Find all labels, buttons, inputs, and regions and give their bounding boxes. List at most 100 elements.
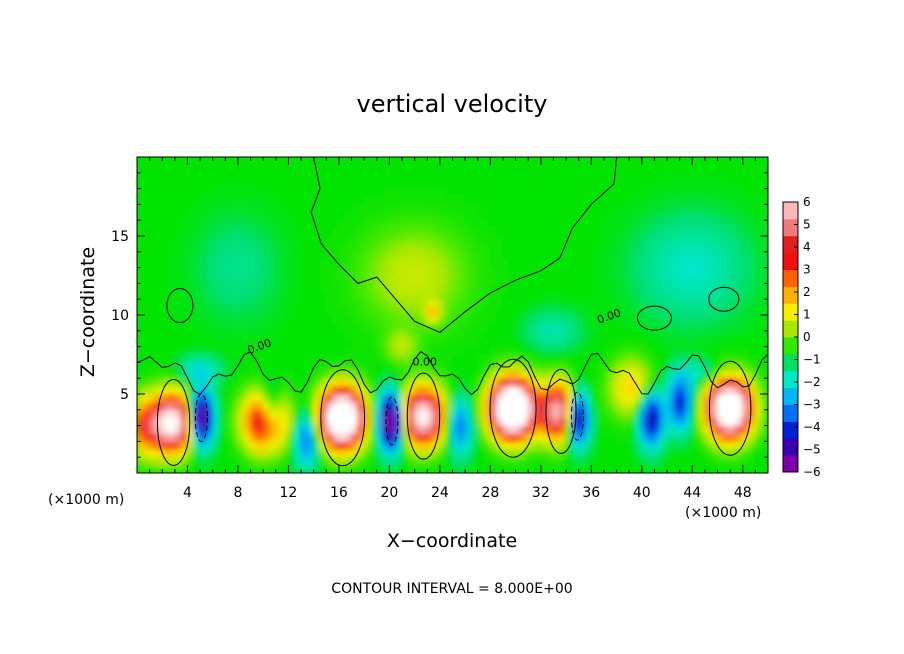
field-cell	[559, 322, 567, 332]
field-cell	[584, 377, 592, 387]
field-cell	[609, 219, 618, 229]
field-cell	[742, 243, 750, 253]
field-cell	[477, 164, 485, 174]
field-cell	[313, 298, 321, 308]
field-cell	[439, 306, 447, 316]
field-cell	[508, 354, 517, 363]
field-cell	[313, 346, 321, 355]
field-cell	[685, 306, 693, 316]
field-cell	[502, 440, 510, 450]
field-cell	[369, 251, 378, 261]
field-cell	[527, 448, 536, 458]
field-cell	[212, 219, 220, 229]
field-cell	[319, 282, 327, 292]
field-cell	[344, 338, 353, 348]
field-cell	[679, 306, 687, 316]
field-cell	[137, 196, 144, 205]
field-cell	[351, 448, 359, 458]
field-cell	[149, 464, 157, 473]
field-cell	[161, 235, 170, 245]
field-cell	[180, 172, 188, 182]
field-cell	[388, 203, 397, 213]
field-cell	[691, 401, 700, 411]
field-cell	[294, 354, 302, 363]
field-cell	[161, 433, 170, 442]
field-cell	[616, 338, 624, 348]
field-cell	[338, 448, 346, 458]
field-cell	[609, 275, 618, 284]
field-cell	[433, 157, 441, 166]
field-cell	[679, 401, 687, 411]
field-cell	[710, 243, 719, 253]
field-cell	[287, 456, 296, 466]
field-cell	[395, 180, 403, 190]
field-cell	[269, 282, 277, 292]
field-cell	[546, 235, 554, 245]
field-cell	[306, 235, 315, 245]
field-cell	[729, 211, 737, 221]
colorbar-segment	[783, 404, 798, 422]
field-cell	[571, 227, 580, 237]
field-cell	[647, 417, 655, 427]
field-cell	[262, 448, 271, 458]
field-cell	[672, 298, 681, 308]
field-cell	[369, 298, 378, 308]
field-cell	[306, 282, 315, 292]
field-cell	[622, 306, 630, 316]
field-cell	[401, 227, 409, 237]
field-cell	[426, 251, 435, 261]
field-cell	[161, 393, 170, 403]
field-cell	[376, 275, 384, 284]
field-cell	[161, 314, 170, 324]
field-cell	[742, 164, 750, 174]
field-cell	[552, 172, 561, 182]
field-cell	[369, 385, 378, 395]
field-cell	[186, 219, 195, 229]
field-cell	[647, 203, 655, 213]
field-cell	[590, 425, 599, 434]
field-cell	[546, 282, 554, 292]
field-cell	[137, 180, 144, 190]
field-cell	[489, 425, 498, 434]
field-cell	[717, 354, 725, 363]
field-cell	[142, 330, 151, 340]
field-cell	[439, 219, 447, 229]
field-cell	[735, 354, 744, 363]
field-cell	[641, 440, 649, 450]
field-cell	[628, 259, 636, 269]
field-cell	[622, 275, 630, 284]
field-cell	[603, 196, 611, 205]
field-cell	[161, 211, 170, 221]
field-cell	[426, 440, 435, 450]
field-cell	[679, 298, 687, 308]
field-cell	[653, 172, 662, 182]
field-cell	[395, 464, 403, 473]
field-cell	[464, 314, 472, 324]
field-cell	[735, 164, 744, 174]
field-cell	[603, 282, 611, 292]
field-cell	[622, 203, 630, 213]
field-cell	[281, 433, 289, 442]
field-cell	[653, 180, 662, 190]
field-cell	[672, 235, 681, 245]
field-cell	[622, 298, 630, 308]
field-cell	[325, 157, 334, 166]
field-cell	[161, 290, 170, 300]
field-cell	[174, 282, 182, 292]
field-cell	[628, 440, 636, 450]
field-cell	[193, 393, 201, 403]
field-cell	[369, 282, 378, 292]
field-cell	[452, 338, 460, 348]
field-cell	[477, 464, 485, 473]
field-cell	[433, 219, 441, 229]
field-cell	[243, 211, 252, 221]
field-cell	[584, 282, 592, 292]
field-cell	[325, 298, 334, 308]
field-cell	[338, 409, 346, 419]
field-cell	[224, 377, 233, 387]
field-cell	[193, 377, 201, 387]
colorbar-segment	[783, 202, 798, 220]
field-cell	[470, 180, 479, 190]
field-cell	[287, 440, 296, 450]
field-cell	[729, 346, 737, 355]
